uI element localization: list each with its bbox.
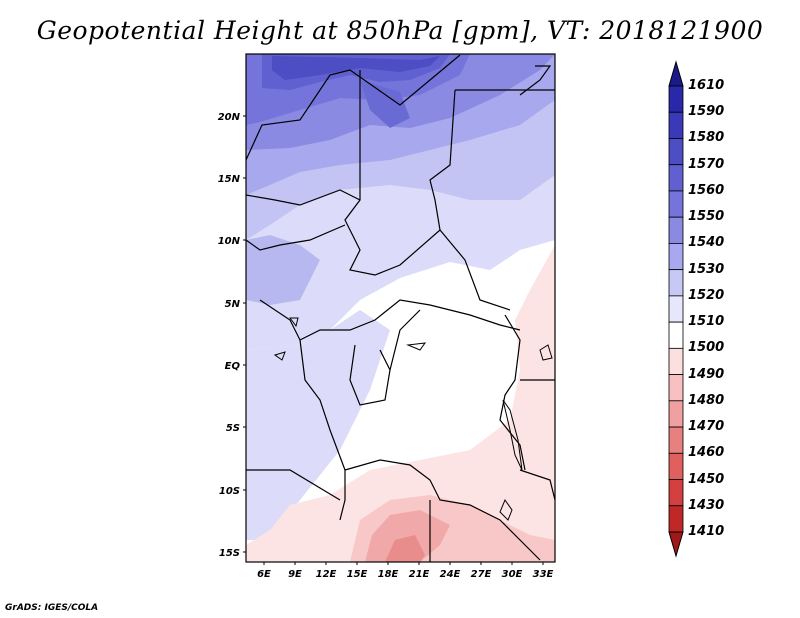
colorbar-level-label: 1500 — [688, 340, 725, 356]
colorbar-swatch — [668, 321, 684, 349]
colorbar-bottom-arrow — [668, 531, 684, 558]
colorbar-level-label: 1480 — [688, 392, 725, 408]
lon-label: 33E — [533, 569, 554, 580]
colorbar-swatch — [668, 190, 684, 218]
lon-label: 12E — [316, 569, 337, 580]
country-borders — [246, 54, 555, 562]
colorbar-swatch — [668, 400, 684, 428]
lon-label: 18E — [378, 569, 399, 580]
credit-text: GrADS: IGES/COLA — [5, 603, 99, 613]
colorbar-level-label: 1460 — [688, 445, 725, 461]
colorbar-level-label: 1590 — [688, 104, 725, 120]
colorbar-swatch — [668, 374, 684, 402]
lon-label: 24E — [440, 569, 461, 580]
lat-label: 15S — [219, 548, 240, 559]
colorbar-level-label: 1560 — [688, 182, 725, 198]
lon-axis: 6E 9E 12E 15E 18E 21E 24E 27E 30E 33E — [257, 569, 553, 580]
map-frame — [245, 53, 556, 563]
colorbar-level-label: 1580 — [688, 130, 725, 146]
colorbar-swatch — [668, 426, 684, 454]
lon-label: 15E — [347, 569, 368, 580]
lat-label: EQ — [225, 361, 241, 372]
lat-label: 5S — [226, 423, 240, 434]
colorbar-swatch — [668, 479, 684, 507]
colorbar-level-label: 1570 — [688, 156, 725, 172]
colorbar-swatch — [668, 216, 684, 244]
lon-ticks — [263, 562, 544, 565]
colorbar-level-label: 1410 — [688, 524, 725, 539]
colorbar — [668, 60, 684, 558]
colorbar-level-label: 1430 — [688, 497, 725, 513]
lat-label: 10S — [219, 486, 240, 497]
height-field — [246, 54, 555, 562]
colorbar-swatch — [668, 347, 684, 375]
colorbar-swatch — [668, 452, 684, 480]
lat-label: 10N — [218, 236, 241, 247]
colorbar-swatch — [668, 269, 684, 297]
lat-label: 15N — [218, 174, 241, 185]
colorbar-level-label: 1610 — [688, 78, 725, 93]
lakes — [273, 317, 553, 521]
colorbar-level-label: 1520 — [688, 287, 725, 303]
colorbar-level-label: 1540 — [688, 235, 725, 251]
lon-label: 6E — [257, 569, 271, 580]
map-title: Geopotential Height at 850hPa [gpm], VT:… — [36, 16, 764, 45]
colorbar-swatch — [668, 295, 684, 323]
colorbar-level-label: 1450 — [688, 471, 725, 487]
colorbar-level-label: 1530 — [688, 261, 725, 277]
colorbar-level-label: 1550 — [688, 209, 725, 225]
lat-label: 20N — [218, 112, 241, 123]
colorbar-level-label: 1510 — [688, 314, 725, 330]
lat-ticks — [243, 115, 246, 553]
lat-label: 5N — [225, 299, 241, 310]
colorbar-swatch — [668, 85, 684, 113]
colorbar-swatch — [668, 505, 684, 533]
lon-label: 30E — [502, 569, 523, 580]
colorbar-swatch — [668, 138, 684, 166]
lat-axis: 20N 15N 10N 5N EQ 5S 10S 15S — [218, 112, 241, 559]
colorbar-top-arrow — [668, 60, 684, 87]
colorbar-swatch — [668, 164, 684, 192]
colorbar-swatch — [668, 243, 684, 271]
lon-label: 9E — [288, 569, 302, 580]
lon-label: 21E — [409, 569, 430, 580]
lon-label: 27E — [471, 569, 492, 580]
colorbar-level-label: 1470 — [688, 419, 725, 435]
colorbar-level-label: 1490 — [688, 366, 725, 382]
colorbar-swatch — [668, 111, 684, 139]
